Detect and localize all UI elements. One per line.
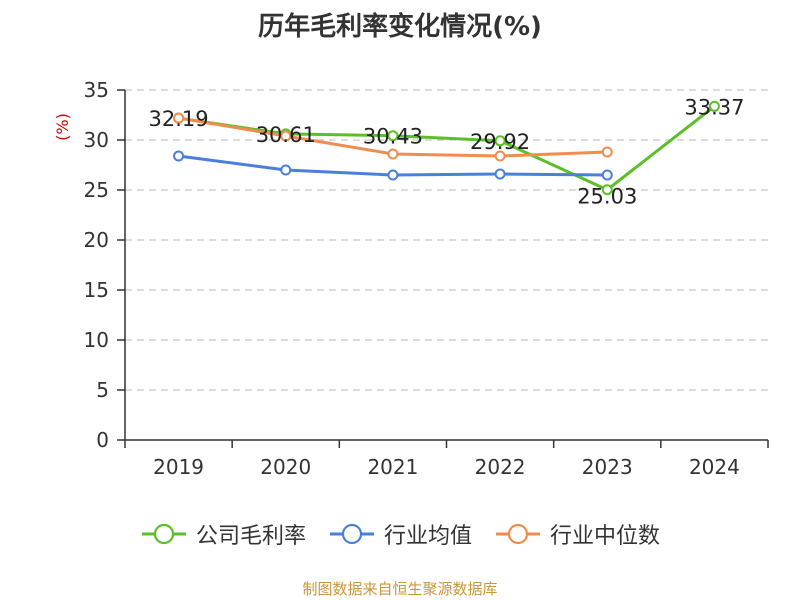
legend-item[interactable]: 行业中位数 — [494, 518, 660, 550]
series-line — [178, 105, 716, 192]
data-point[interactable] — [601, 169, 613, 181]
data-label: 32.19 — [149, 107, 209, 131]
data-point[interactable] — [173, 150, 185, 162]
y-tick-label: 15 — [84, 278, 109, 302]
data-point[interactable] — [173, 112, 185, 124]
data-point[interactable] — [387, 169, 399, 181]
data-label: 29.92 — [470, 130, 530, 154]
data-point[interactable] — [387, 148, 399, 160]
grid-lines — [125, 89, 768, 391]
x-tick-label: 2022 — [475, 455, 526, 479]
legend-marker — [141, 523, 186, 545]
y-tick-label: 35 — [84, 78, 109, 102]
axes: 0 5 10 15 20 25 30 35 2019 2020 2021 2022 2023 2024 — [84, 78, 769, 479]
legend-item[interactable]: 行业均值 — [328, 518, 472, 550]
x-tick-label: 2023 — [582, 455, 633, 479]
legend-marker — [329, 523, 374, 545]
data-label: 30.61 — [256, 123, 316, 147]
data-label: 33.37 — [684, 95, 744, 119]
y-tick-label: 25 — [84, 178, 109, 202]
data-point[interactable] — [708, 100, 720, 112]
legend-label: 行业均值 — [383, 524, 472, 549]
x-tick-label: 2021 — [367, 455, 418, 479]
y-tick-label: 30 — [84, 128, 109, 152]
data-point[interactable] — [601, 184, 613, 196]
data-point[interactable] — [387, 130, 399, 142]
data-label: 30.43 — [363, 125, 423, 149]
y-axis-label: (%) — [53, 113, 72, 141]
data-point[interactable] — [280, 164, 292, 176]
legend-label: 公司毛利率 — [195, 524, 306, 549]
legend-marker — [496, 523, 540, 545]
source-footer: 制图数据来自恒生聚源数据库 — [302, 580, 498, 598]
y-tick-label: 0 — [96, 428, 109, 452]
legend-item[interactable]: 公司毛利率 — [140, 518, 306, 550]
y-tick-label: 20 — [84, 228, 109, 252]
y-tick-label: 5 — [96, 378, 109, 402]
x-tick-label: 2024 — [689, 455, 740, 479]
data-point[interactable] — [494, 135, 506, 147]
legend: 公司毛利率 行业均值 行业中位数 — [0, 518, 800, 550]
data-labels: 32.19 30.61 30.43 29.92 25.03 33.37 — [149, 95, 745, 208]
x-tick-label: 2019 — [153, 455, 204, 479]
chart-title: 历年毛利率变化情况(%) — [258, 12, 542, 42]
legend-label: 行业中位数 — [550, 524, 661, 549]
data-point[interactable] — [494, 168, 506, 180]
x-tick-label: 2020 — [260, 455, 311, 479]
data-label: 25.03 — [577, 185, 637, 209]
series-lines — [173, 100, 720, 196]
data-point[interactable] — [494, 150, 506, 162]
y-tick-label: 10 — [84, 328, 109, 352]
data-point[interactable] — [601, 146, 613, 158]
data-point[interactable] — [280, 130, 292, 142]
